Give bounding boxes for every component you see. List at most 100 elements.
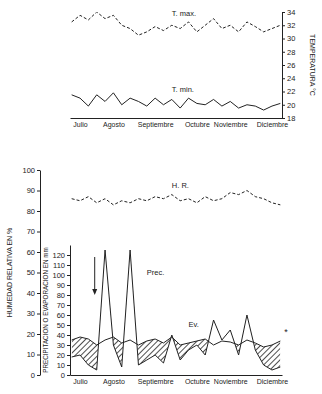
tick-label: Julio bbox=[73, 121, 88, 128]
y-axis-title: TEMPERATURA °C bbox=[309, 34, 316, 96]
tick-label: 0 bbox=[31, 371, 35, 380]
tick: 60 bbox=[27, 248, 40, 257]
tick-label: 20 bbox=[287, 101, 295, 110]
tick-mark bbox=[67, 325, 70, 326]
tick: 80 bbox=[27, 207, 40, 216]
tick-mark bbox=[37, 191, 40, 192]
tick-label: 100 bbox=[52, 271, 65, 280]
series-line bbox=[72, 337, 281, 347]
tick: 18 bbox=[282, 114, 295, 123]
tick-label: 32 bbox=[287, 21, 295, 30]
tick-label: 0 bbox=[61, 371, 65, 380]
tick-label: 40 bbox=[57, 331, 65, 340]
tick-label: 70 bbox=[27, 227, 35, 236]
tick-mark bbox=[282, 12, 285, 13]
tick-label: 80 bbox=[57, 291, 65, 300]
x-axis: JulioAgostoSeptiembreOctubreNoviembreDic… bbox=[71, 118, 289, 129]
tick-mark bbox=[67, 285, 70, 286]
tick: 10 bbox=[27, 350, 40, 359]
figure: Julio Agosto Septiembre Octubre Noviembre Dic… bbox=[0, 0, 322, 394]
tick-mark bbox=[37, 211, 40, 212]
chart: JulioAgostoSeptiembreOctubreNoviembreDic… bbox=[71, 8, 317, 129]
tick: 70 bbox=[57, 301, 70, 310]
tick: 110 bbox=[53, 261, 70, 270]
series-label: H. R. bbox=[172, 181, 189, 190]
tick-label: Septiembre bbox=[138, 121, 174, 129]
tick-mark bbox=[37, 273, 40, 274]
tick-label: 40 bbox=[27, 289, 35, 298]
tick-label: 70 bbox=[57, 301, 65, 310]
plot-area bbox=[72, 12, 281, 110]
tick-mark bbox=[282, 118, 285, 119]
tick-mark bbox=[67, 265, 70, 266]
tick: Septiembre bbox=[138, 375, 174, 386]
tick-mark bbox=[282, 78, 285, 79]
tick-mark bbox=[67, 255, 70, 256]
tick-label: 22 bbox=[287, 87, 295, 96]
tick: Diciembre bbox=[257, 118, 289, 128]
tick-mark bbox=[282, 92, 285, 93]
tick-mark bbox=[37, 375, 40, 376]
tick: 20 bbox=[282, 101, 295, 110]
tick-mark bbox=[67, 275, 70, 276]
arrow-shaft bbox=[94, 257, 95, 293]
tick: 120 bbox=[52, 251, 70, 260]
tick-label: 28 bbox=[287, 48, 295, 57]
chart: Julio Agosto Septiembre Octubre Noviembre Dic… bbox=[6, 166, 288, 386]
tick-mark bbox=[37, 355, 40, 356]
tick-mark bbox=[67, 295, 70, 296]
tick-label: Septiembre bbox=[138, 378, 174, 386]
tick: 40 bbox=[27, 289, 40, 298]
y2-axis: 0102030405060708090100110120 bbox=[52, 246, 70, 380]
tick: 100 bbox=[22, 166, 40, 175]
tick-mark bbox=[282, 65, 285, 66]
tick: 90 bbox=[27, 186, 40, 195]
tick: 90 bbox=[57, 281, 70, 290]
background bbox=[0, 0, 322, 394]
arrow-head bbox=[92, 289, 97, 295]
tick-label: Diciembre bbox=[257, 121, 289, 128]
tick: 30 bbox=[27, 309, 40, 318]
axis-line bbox=[70, 246, 71, 376]
tick: Diciembre bbox=[257, 375, 289, 385]
tick-label: Diciembre bbox=[257, 378, 289, 385]
tick: 60 bbox=[57, 311, 70, 320]
y-axis: 182022242628303234 bbox=[282, 8, 295, 123]
tick-label: 100 bbox=[22, 166, 35, 175]
tick-label: 110 bbox=[53, 261, 65, 270]
tick-label: 20 bbox=[57, 351, 65, 360]
tick: 30 bbox=[57, 341, 70, 350]
tick-label: 26 bbox=[287, 61, 295, 70]
tick: Noviembre bbox=[214, 118, 248, 128]
tick-label: Agosto bbox=[103, 121, 125, 129]
tick-label: Julio bbox=[73, 378, 88, 385]
tick-mark bbox=[37, 170, 40, 171]
tick: 100 bbox=[52, 271, 70, 280]
tick-label: 30 bbox=[287, 34, 295, 43]
tick-mark bbox=[37, 293, 40, 294]
tick: 50 bbox=[57, 321, 70, 330]
tick-mark bbox=[67, 345, 70, 346]
tick: 34 bbox=[282, 8, 295, 17]
tick-label: Octubre bbox=[185, 378, 210, 385]
tick-mark bbox=[67, 365, 70, 366]
series-label: T. min. bbox=[172, 85, 194, 94]
tick-label: 10 bbox=[57, 361, 65, 370]
tick: 10 bbox=[57, 361, 70, 370]
tick: Julio bbox=[73, 118, 88, 128]
tick-mark bbox=[282, 52, 285, 53]
tick: Julio bbox=[73, 375, 88, 385]
series-line bbox=[72, 191, 281, 205]
tick-label: Noviembre bbox=[214, 121, 248, 128]
series-label: Ev. bbox=[189, 320, 199, 329]
tick: 20 bbox=[57, 351, 70, 360]
tick-label: Noviembre bbox=[214, 378, 248, 385]
tick-label: Agosto bbox=[103, 378, 125, 386]
tick-label: 50 bbox=[57, 321, 65, 330]
tick-label: 120 bbox=[52, 251, 65, 260]
tick-label: 20 bbox=[27, 330, 35, 339]
tick-label: 90 bbox=[57, 281, 65, 290]
tick-mark bbox=[282, 105, 285, 106]
tick-label: 30 bbox=[27, 309, 35, 318]
tick-mark bbox=[67, 315, 70, 316]
